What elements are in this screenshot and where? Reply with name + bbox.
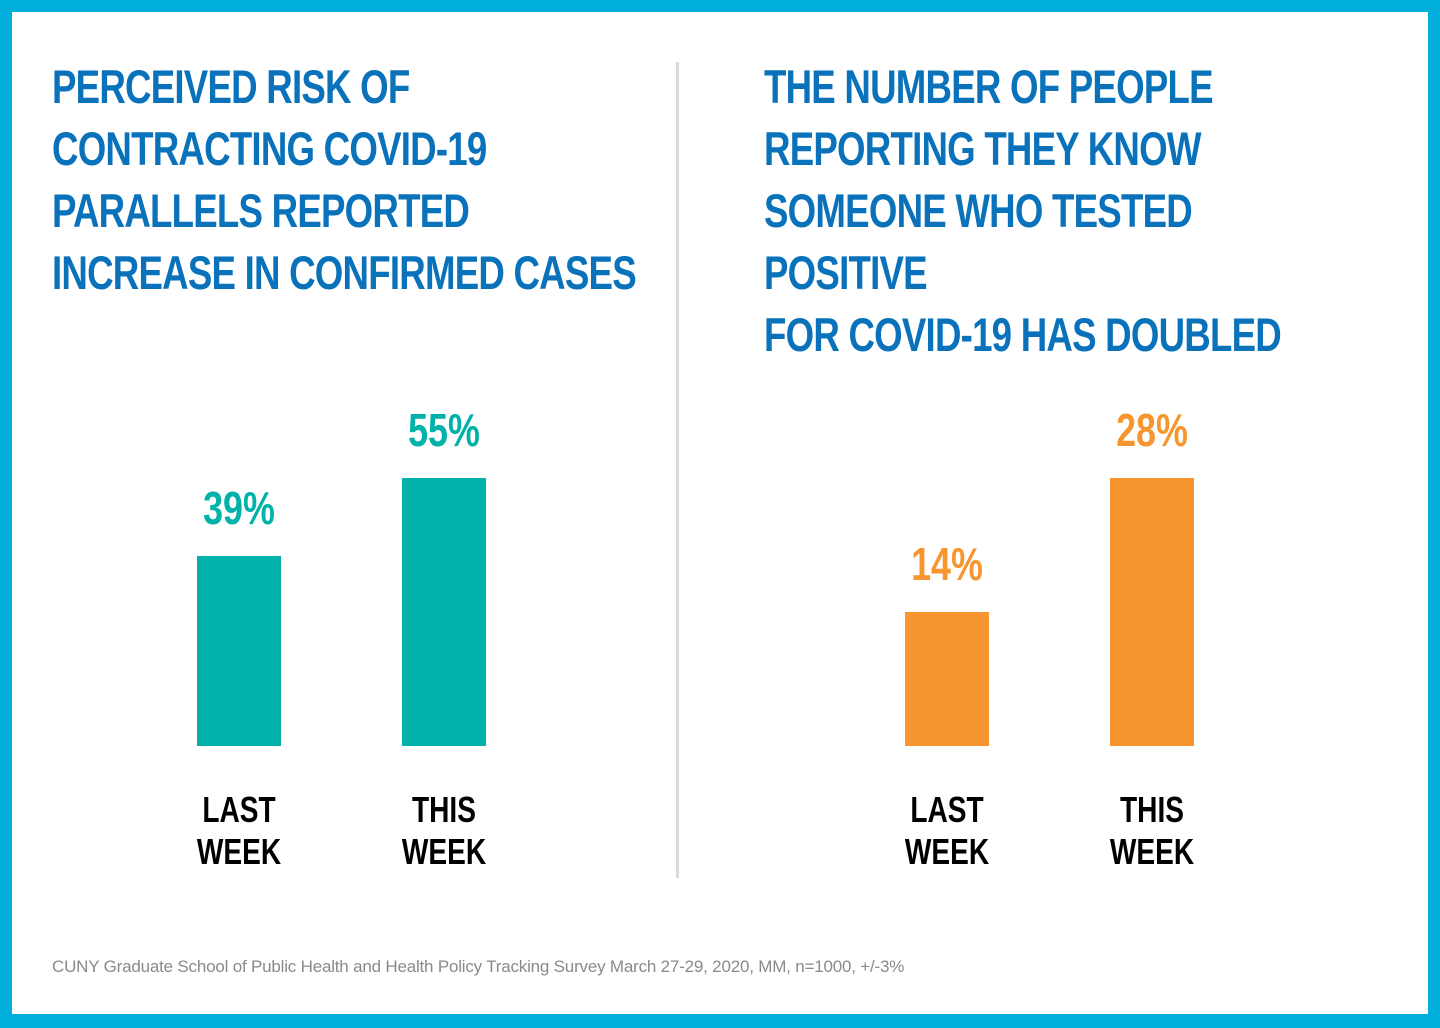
bar-last-week — [905, 612, 989, 746]
category-label: WEEK — [1110, 832, 1194, 872]
category-label: WEEK — [197, 832, 281, 872]
source-footnote: CUNY Graduate School of Public Health an… — [52, 957, 905, 976]
data-label: 14% — [911, 539, 983, 590]
category-label: THIS — [1120, 790, 1184, 830]
bar-this-week — [1110, 478, 1194, 746]
data-label: 28% — [1116, 405, 1188, 456]
right-chart-title: THE NUMBER OF PEOPLE REPORTING THEY KNOW… — [764, 60, 1282, 361]
category-label: LAST — [910, 790, 984, 830]
category-label: WEEK — [402, 832, 486, 872]
data-label: 39% — [203, 483, 275, 534]
category-label: WEEK — [905, 832, 989, 872]
panel-divider — [676, 62, 679, 878]
bar-last-week — [197, 555, 281, 746]
category-label: LAST — [202, 790, 276, 830]
data-label: 55% — [408, 405, 480, 456]
left-chart-title: PERCEIVED RISK OF CONTRACTING COVID-19 P… — [52, 60, 637, 299]
category-label: THIS — [412, 790, 476, 830]
bar-this-week — [402, 478, 486, 746]
